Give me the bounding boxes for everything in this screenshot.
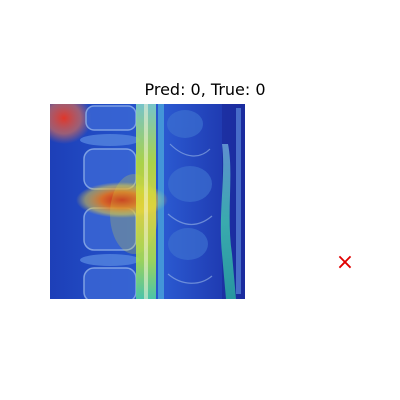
mri-heatmap-image [50, 104, 245, 299]
close-x-icon: × [335, 250, 355, 275]
figure-title: Pred: 0, True: 0 [144, 80, 266, 99]
